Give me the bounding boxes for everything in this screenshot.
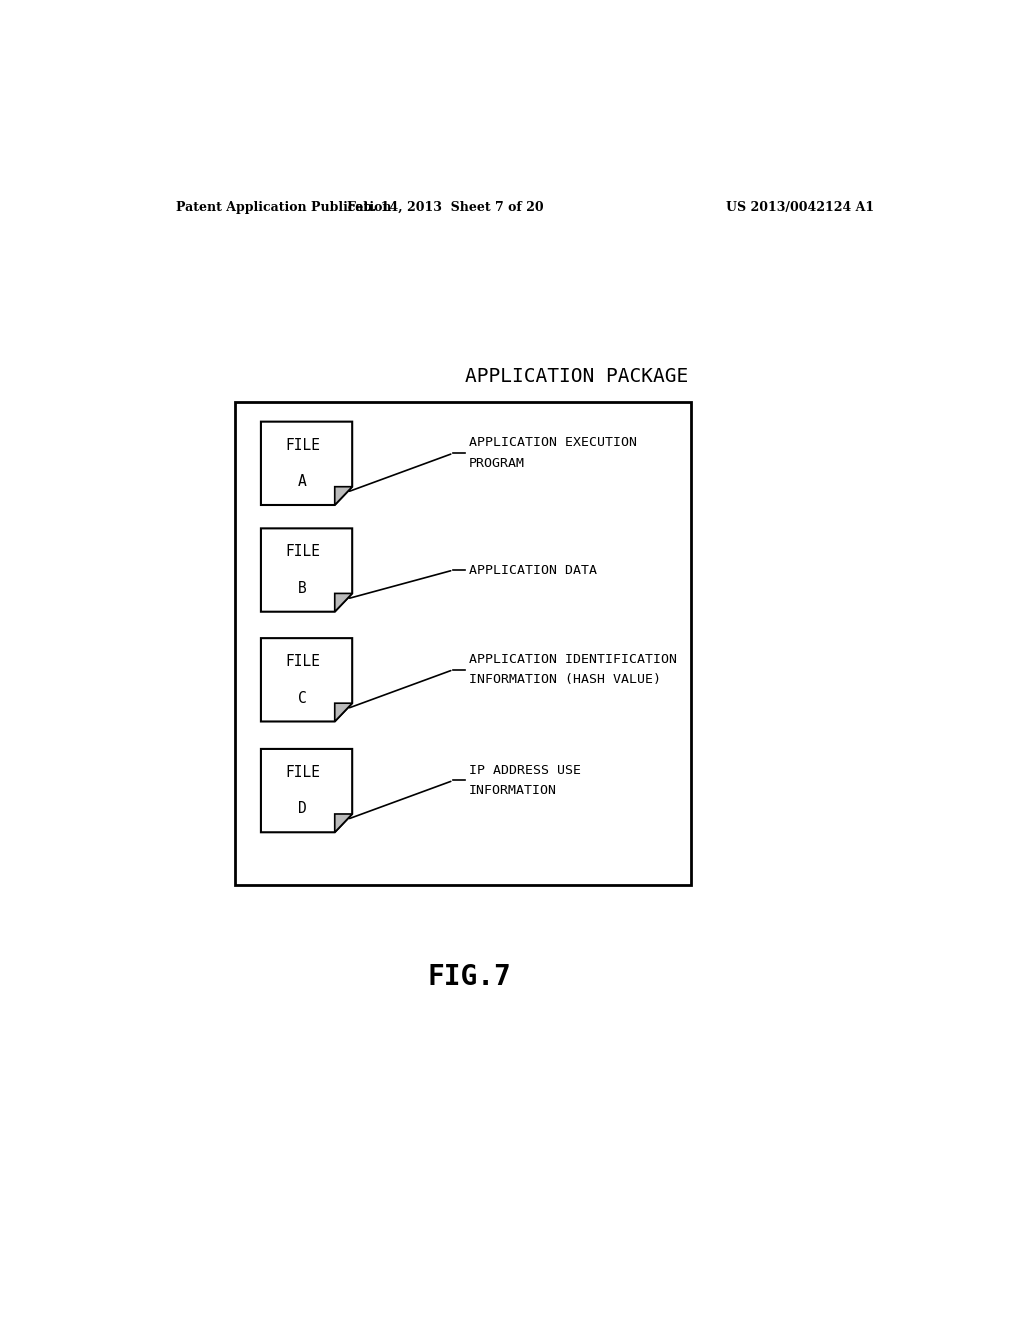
Text: US 2013/0042124 A1: US 2013/0042124 A1 <box>726 201 873 214</box>
Text: FILE: FILE <box>285 437 321 453</box>
Polygon shape <box>335 594 352 611</box>
Text: A: A <box>298 474 307 490</box>
Text: INFORMATION (HASH VALUE): INFORMATION (HASH VALUE) <box>469 673 662 686</box>
Text: IP ADDRESS USE: IP ADDRESS USE <box>469 764 582 776</box>
Bar <box>236 403 691 886</box>
Text: APPLICATION EXECUTION: APPLICATION EXECUTION <box>469 437 637 450</box>
Text: PROGRAM: PROGRAM <box>469 457 525 470</box>
Polygon shape <box>335 704 352 722</box>
Text: B: B <box>298 581 307 595</box>
Text: FILE: FILE <box>285 544 321 560</box>
Text: Feb. 14, 2013  Sheet 7 of 20: Feb. 14, 2013 Sheet 7 of 20 <box>347 201 544 214</box>
Text: APPLICATION DATA: APPLICATION DATA <box>469 564 597 577</box>
Polygon shape <box>261 748 352 833</box>
Polygon shape <box>335 487 352 506</box>
Text: D: D <box>298 801 307 816</box>
Polygon shape <box>335 814 352 833</box>
Text: FILE: FILE <box>285 764 321 780</box>
Text: C: C <box>298 690 307 706</box>
Text: INFORMATION: INFORMATION <box>469 784 557 797</box>
Polygon shape <box>261 528 352 611</box>
Polygon shape <box>261 638 352 722</box>
Text: APPLICATION IDENTIFICATION: APPLICATION IDENTIFICATION <box>469 653 677 667</box>
Text: APPLICATION PACKAGE: APPLICATION PACKAGE <box>465 367 688 387</box>
Text: Patent Application Publication: Patent Application Publication <box>176 201 391 214</box>
Polygon shape <box>261 421 352 506</box>
Text: FILE: FILE <box>285 653 321 669</box>
Text: FIG.7: FIG.7 <box>427 962 511 990</box>
